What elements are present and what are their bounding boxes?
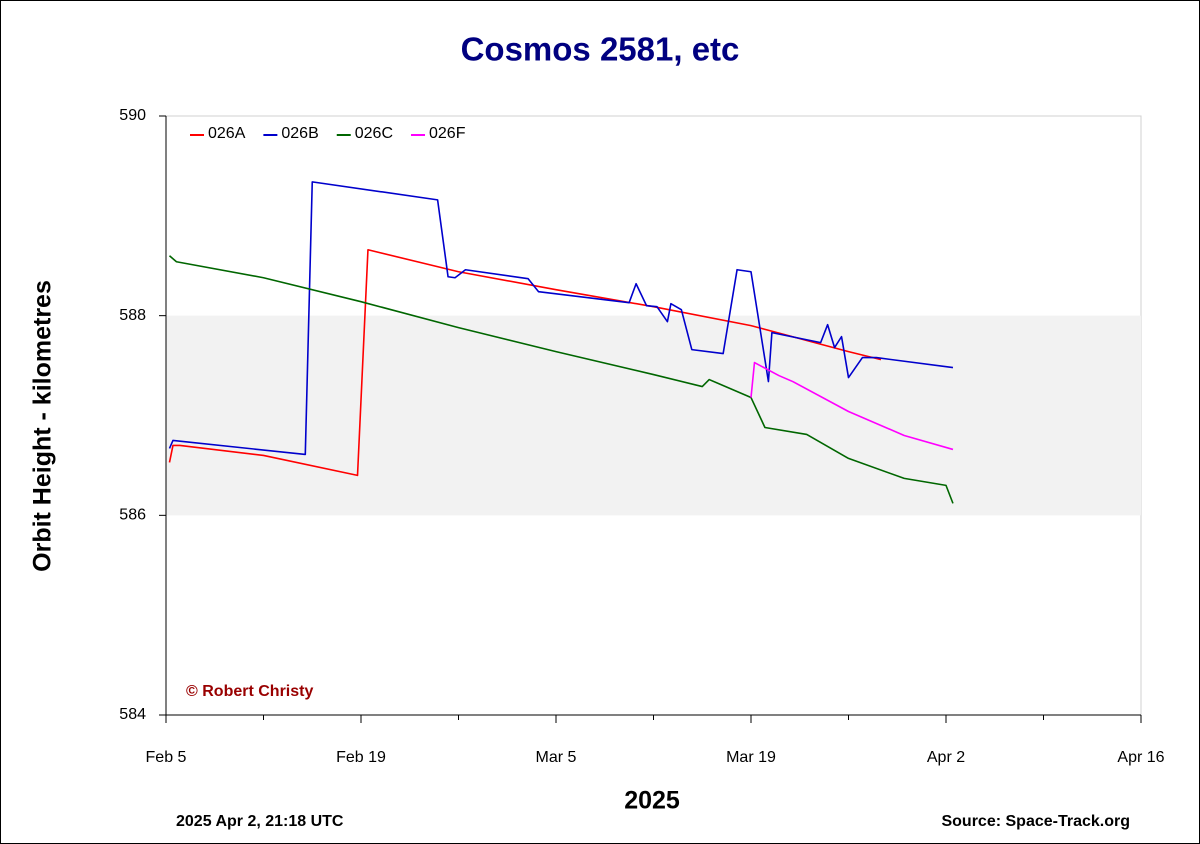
legend-label: 026B (281, 125, 318, 142)
x-axis-label: 2025 (624, 787, 680, 815)
y-tick-label: 586 (119, 507, 146, 524)
x-tick-label: Apr 2 (927, 749, 965, 766)
annotation: © Robert Christy (186, 683, 313, 700)
series-line (750, 361, 954, 451)
x-tick-label: Feb 19 (336, 749, 386, 766)
legend-label: 026F (429, 125, 466, 142)
band (166, 315, 1141, 516)
x-tick-label: Feb 5 (146, 749, 187, 766)
x-tick-label: Mar 5 (536, 749, 577, 766)
x-tick-label: Mar 19 (726, 749, 776, 766)
x-tick-label: Apr 16 (1117, 749, 1164, 766)
y-tick-label: 590 (119, 107, 146, 124)
series-line (168, 255, 954, 504)
footer-right: Source: Space-Track.org (941, 813, 1130, 830)
legend-label: 026C (355, 125, 393, 142)
footer-left: 2025 Apr 2, 21:18 UTC (176, 813, 344, 830)
chart-title: Cosmos 2581, etc (461, 31, 740, 68)
y-tick-label: 588 (119, 307, 146, 324)
series-line (168, 248, 882, 477)
series-line (168, 181, 954, 456)
y-axis-label: Orbit Height - kilometres (29, 280, 57, 572)
y-tick-label: 584 (119, 706, 146, 723)
legend-label: 026A (208, 125, 246, 142)
